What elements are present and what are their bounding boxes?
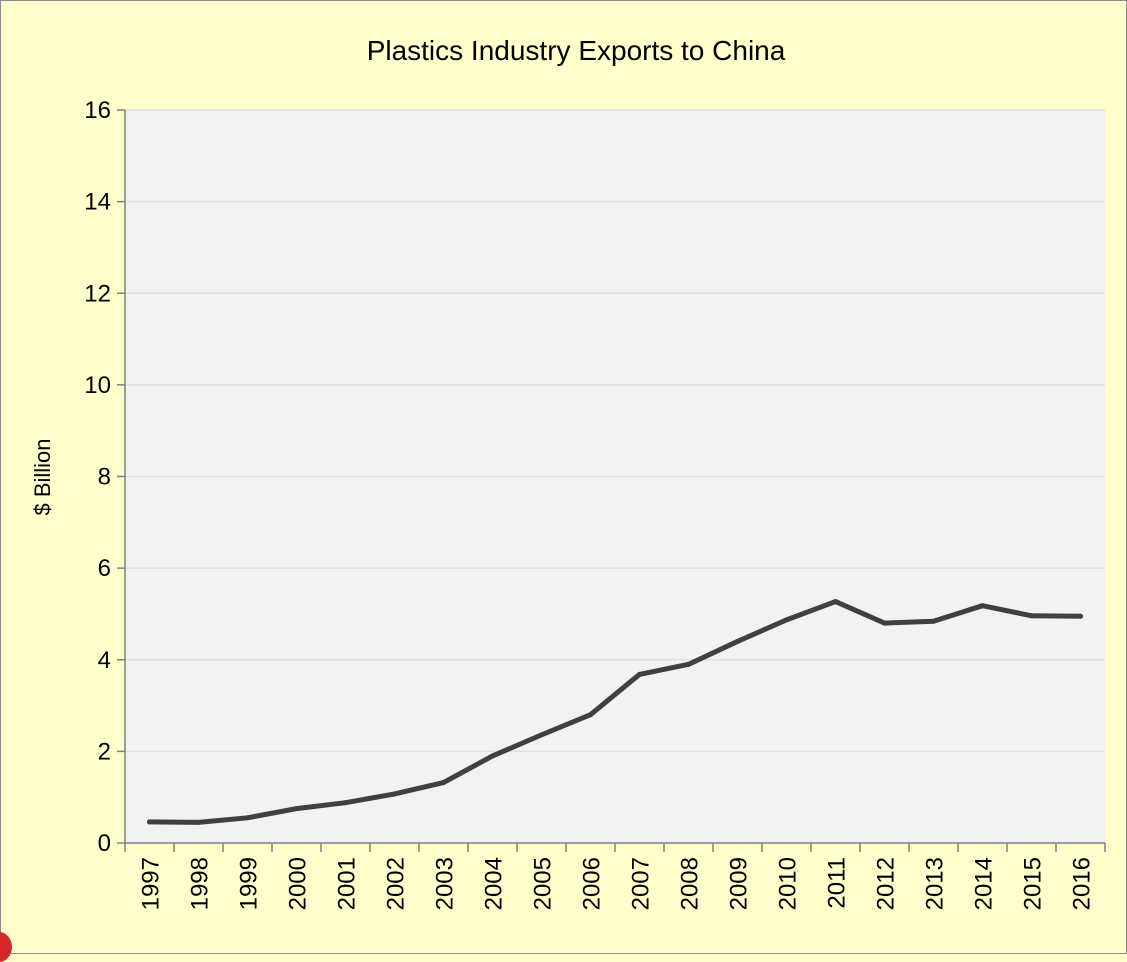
data-point-2006 — [588, 712, 593, 718]
data-point-2013 — [931, 618, 936, 624]
data-point-1997 — [147, 819, 152, 825]
data-point-2007 — [637, 671, 642, 677]
y-tick-label-6: 6 — [98, 555, 111, 582]
x-tick-label-2003: 2003 — [432, 857, 459, 910]
y-tick-label-16: 16 — [84, 97, 111, 124]
data-point-2016 — [1078, 613, 1083, 619]
x-tick-label-2013: 2013 — [922, 857, 949, 910]
data-point-2000 — [294, 806, 299, 812]
y-tick-label-8: 8 — [98, 464, 111, 491]
x-tick-label-2011: 2011 — [824, 857, 851, 909]
x-tick-label-2006: 2006 — [579, 857, 606, 910]
y-tick-label-10: 10 — [84, 372, 111, 399]
data-point-2004 — [490, 753, 495, 759]
x-tick-label-2004: 2004 — [481, 857, 508, 910]
x-tick-label-2014: 2014 — [971, 857, 998, 910]
x-tick-label-2000: 2000 — [285, 857, 312, 910]
y-axis-title: $ Billion — [30, 438, 55, 515]
x-tick-label-1997: 1997 — [138, 857, 165, 910]
data-point-2010 — [784, 617, 789, 623]
data-point-2002 — [392, 791, 397, 797]
plot-area: 0 2 4 6 8 10 12 14 16 1997 1998 1999 2000 2001 2002 200… — [84, 97, 1106, 910]
x-tick-label-2001: 2001 — [334, 857, 361, 910]
x-tick-label-2016: 2016 — [1069, 857, 1096, 910]
data-point-2014 — [980, 603, 985, 609]
chart-title: Plastics Industry Exports to China — [367, 35, 786, 66]
y-tick-label-12: 12 — [84, 280, 111, 307]
data-point-2008 — [686, 661, 691, 667]
data-point-2012 — [882, 620, 887, 626]
data-point-2003 — [441, 780, 446, 786]
x-tick-label-2009: 2009 — [726, 857, 753, 910]
data-point-2011 — [833, 599, 838, 605]
series-line-0 — [147, 599, 1083, 825]
data-point-1998 — [196, 819, 201, 825]
x-tick-label-1999: 1999 — [236, 857, 263, 910]
x-tick-label-2005: 2005 — [530, 857, 557, 910]
data-point-1999 — [245, 815, 250, 821]
x-tick-label-2008: 2008 — [677, 857, 704, 910]
x-tick-label-1998: 1998 — [187, 857, 214, 910]
data-point-2005 — [539, 732, 544, 738]
x-tick-label-2002: 2002 — [383, 857, 410, 910]
y-tick-label-2: 2 — [98, 738, 111, 765]
y-tick-label-4: 4 — [98, 647, 111, 674]
data-point-2001 — [343, 800, 348, 806]
x-tick-label-2015: 2015 — [1020, 857, 1047, 910]
x-tick-label-2012: 2012 — [873, 857, 900, 910]
y-tick-label-0: 0 — [98, 830, 111, 857]
x-tick-label-2007: 2007 — [628, 857, 655, 910]
data-point-2009 — [735, 638, 740, 644]
x-tick-label-2010: 2010 — [775, 857, 802, 910]
data-point-2015 — [1029, 613, 1034, 619]
y-tick-label-14: 14 — [84, 189, 111, 216]
